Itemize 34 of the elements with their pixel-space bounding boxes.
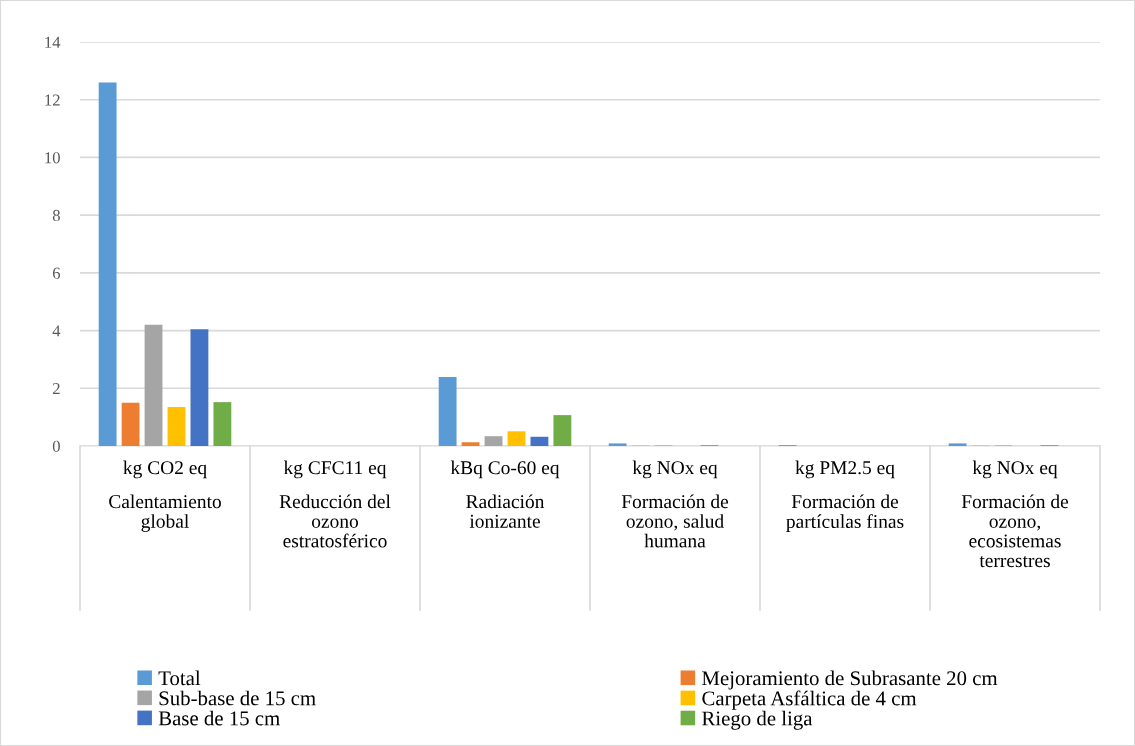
- bar: [213, 402, 232, 446]
- legend-label: Riego de liga: [702, 710, 813, 730]
- legend-label: Sub-base de 15 cm: [159, 690, 316, 706]
- legend-label: Carpeta Asfáltica de 4 cm: [702, 690, 917, 710]
- y-tick-label: 10: [45, 152, 60, 164]
- bar: [530, 436, 549, 446]
- x-tick-label: kg NOx eq Formación de ozono, salud humana: [621, 460, 729, 548]
- bar: [484, 436, 503, 446]
- y-tick-label: 4: [52, 325, 61, 337]
- legend-label: Total: [158, 670, 201, 686]
- y-tick-label: 2: [52, 383, 60, 395]
- bar: [461, 442, 480, 446]
- bar: [167, 407, 186, 446]
- x-tick-label: kg PM2.5 eq Formación de partículas finas: [786, 460, 904, 532]
- y-tick-label: 12: [45, 94, 60, 106]
- x-tick-label: kg CO2 eq Calentamiento global: [109, 460, 221, 532]
- bar: [144, 324, 163, 446]
- bar: [98, 82, 117, 446]
- x-tick-label: kBq Co-60 eq Radiación ionizante: [450, 460, 560, 528]
- legend-label: Mejoramiento de Subrasante 20 cm: [702, 670, 998, 690]
- bar: [190, 329, 209, 446]
- y-tick-label: 14: [45, 36, 61, 48]
- x-tick-label: kg NOx eq Formación de ozono, ecosistemas terrestres: [961, 460, 1069, 568]
- y-tick-label: 6: [52, 267, 61, 279]
- bar: [608, 443, 627, 446]
- bar: [948, 443, 967, 446]
- x-tick-label: kg CFC11 eq Reducción del ozono estratosférico: [279, 460, 391, 548]
- legend-label: Base de 15 cm: [158, 710, 280, 726]
- bar: [438, 377, 457, 446]
- bar: [553, 415, 572, 446]
- bar: [121, 402, 140, 446]
- bar: [507, 431, 526, 446]
- y-tick-label: 8: [52, 209, 60, 222]
- y-tick-label: 0: [52, 440, 60, 452]
